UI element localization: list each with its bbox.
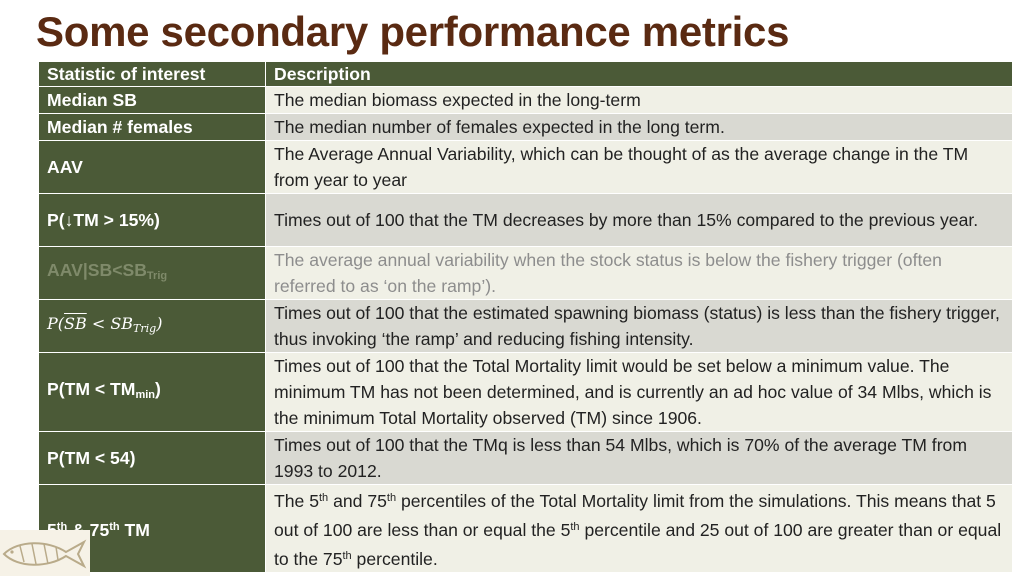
row-statistic: AAV|SB<SBTrig <box>38 246 266 300</box>
row-description: The median number of females expected in… <box>265 113 1013 141</box>
table-header-row: Statistic of interest Description <box>38 61 1013 87</box>
table-row: AAV The Average Annual Variability, whic… <box>38 140 1013 194</box>
table-row: P(↓TM > 15%) Times out of 100 that the T… <box>38 193 1013 247</box>
metrics-table: Statistic of interest Description Median… <box>38 61 1013 573</box>
row-description: The Average Annual Variability, which ca… <box>265 140 1013 194</box>
row-statistic: P(↓TM > 15%) <box>38 193 266 247</box>
row-statistic: AAV <box>38 140 266 194</box>
header-description: Description <box>265 61 1013 87</box>
row-description: The 5th and 75th percentiles of the Tota… <box>265 484 1013 573</box>
fish-logo-icon <box>0 530 90 576</box>
row-statistic: P(TM < TMmin) <box>38 352 266 432</box>
table-row: 5th & 75th TM The 5th and 75th percentil… <box>38 484 1013 573</box>
table-row: P(TM < 54) Times out of 100 that the TMq… <box>38 431 1013 485</box>
row-statistic: P(SB < SBTrig) <box>38 299 266 353</box>
row-description: Times out of 100 that the TM decreases b… <box>265 193 1013 247</box>
table-row: P(SB < SBTrig) Times out of 100 that the… <box>38 299 1013 353</box>
row-description: Times out of 100 that the Total Mortalit… <box>265 352 1013 432</box>
row-description: The median biomass expected in the long-… <box>265 86 1013 114</box>
row-statistic: Median SB <box>38 86 266 114</box>
table-row: AAV|SB<SBTrig The average annual variabi… <box>38 246 1013 300</box>
row-description: Times out of 100 that the TMq is less th… <box>265 431 1013 485</box>
row-statistic: Median # females <box>38 113 266 141</box>
table-row: Median SB The median biomass expected in… <box>38 86 1013 114</box>
table-row: Median # females The median number of fe… <box>38 113 1013 141</box>
row-description: The average annual variability when the … <box>265 246 1013 300</box>
row-description: Times out of 100 that the estimated spaw… <box>265 299 1013 353</box>
row-statistic: P(TM < 54) <box>38 431 266 485</box>
table-row: P(TM < TMmin) Times out of 100 that the … <box>38 352 1013 432</box>
header-statistic: Statistic of interest <box>38 61 266 87</box>
page-title: Some secondary performance metrics <box>36 8 790 55</box>
